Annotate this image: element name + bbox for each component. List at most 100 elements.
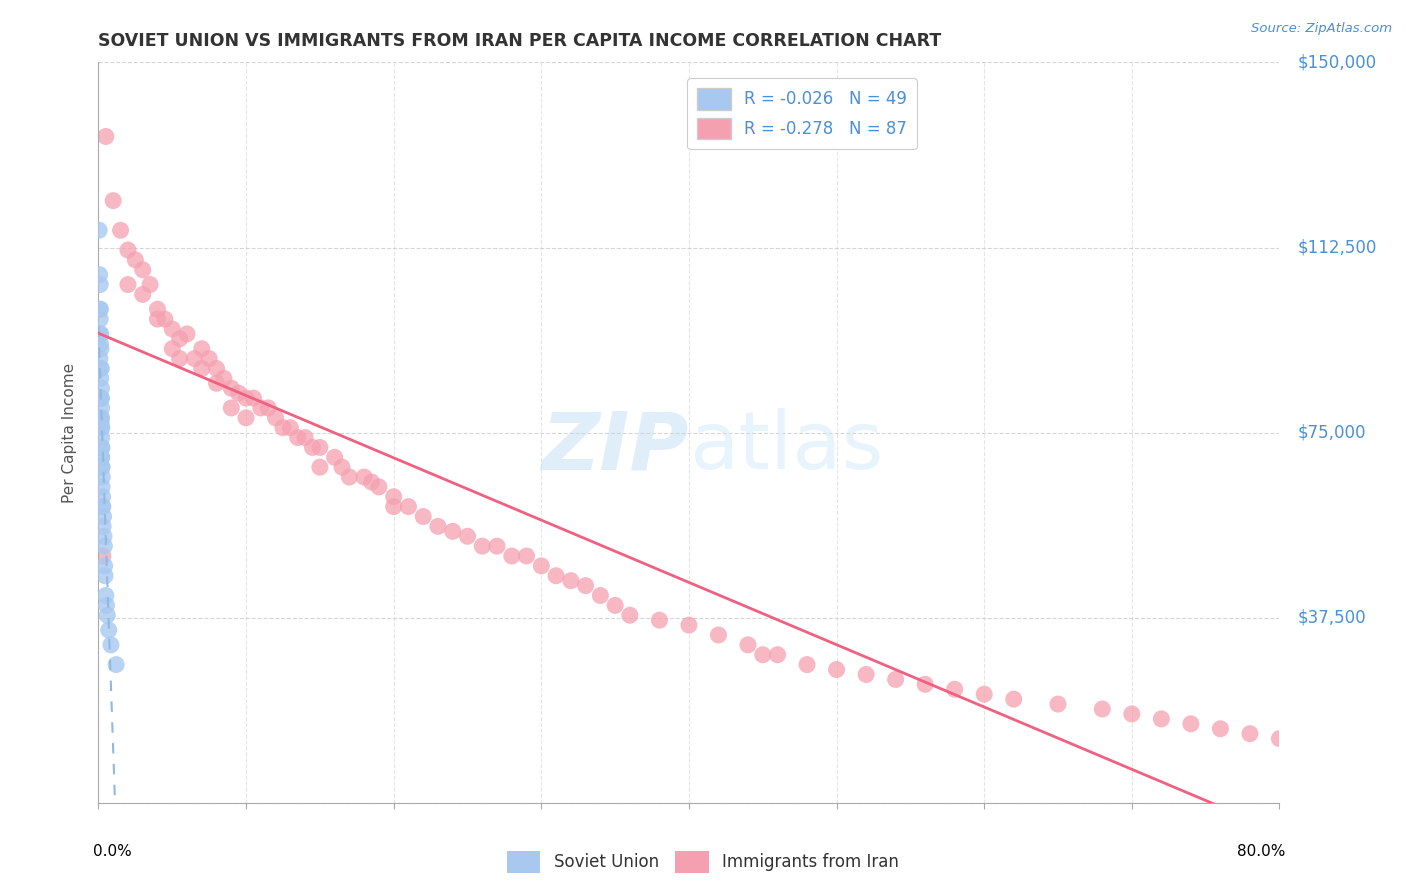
Y-axis label: Per Capita Income: Per Capita Income xyxy=(62,362,77,503)
Point xyxy=(198,351,221,366)
Point xyxy=(105,657,128,672)
Text: Source: ZipAtlas.com: Source: ZipAtlas.com xyxy=(1251,22,1392,36)
Point xyxy=(221,401,243,415)
Point xyxy=(678,618,700,632)
Point xyxy=(752,648,775,662)
Point xyxy=(309,441,332,455)
Point xyxy=(737,638,759,652)
Point xyxy=(90,420,112,434)
Point xyxy=(516,549,538,563)
Point xyxy=(1239,727,1261,741)
Point xyxy=(191,361,214,376)
Point xyxy=(91,519,114,533)
Point xyxy=(330,460,353,475)
Point xyxy=(884,673,907,687)
Point xyxy=(93,509,115,524)
Point xyxy=(90,391,112,405)
Point xyxy=(91,460,114,475)
Point xyxy=(91,500,114,514)
Point xyxy=(471,539,494,553)
Point xyxy=(360,475,382,489)
Point xyxy=(294,431,316,445)
Point xyxy=(89,326,111,341)
Point xyxy=(90,391,112,405)
Point xyxy=(91,470,114,484)
Point xyxy=(412,509,434,524)
Point xyxy=(90,450,112,465)
Point xyxy=(530,558,553,573)
Point xyxy=(382,490,405,504)
Point xyxy=(242,391,264,405)
Point xyxy=(501,549,523,563)
Text: atlas: atlas xyxy=(689,409,883,486)
Point xyxy=(124,252,146,267)
Point xyxy=(132,287,155,301)
Point xyxy=(309,460,332,475)
Point xyxy=(162,322,183,336)
Point xyxy=(398,500,420,514)
Point xyxy=(93,539,115,553)
Point xyxy=(90,391,112,405)
Point xyxy=(271,420,294,434)
Point xyxy=(153,312,176,326)
Point xyxy=(117,243,139,257)
Point xyxy=(235,410,257,425)
Point xyxy=(1180,716,1202,731)
Point xyxy=(560,574,582,588)
Point xyxy=(368,480,391,494)
Point xyxy=(205,376,228,391)
Point xyxy=(97,623,120,637)
Point xyxy=(91,549,114,563)
Point xyxy=(90,342,112,356)
Point xyxy=(1209,722,1232,736)
Text: $112,500: $112,500 xyxy=(1298,238,1376,257)
Point xyxy=(191,342,214,356)
Point xyxy=(90,361,112,376)
Point xyxy=(176,326,198,341)
Point xyxy=(90,450,112,465)
Point xyxy=(1268,731,1291,746)
Point xyxy=(139,277,162,292)
Point xyxy=(212,371,235,385)
Point xyxy=(1002,692,1025,706)
Point xyxy=(91,480,114,494)
Point xyxy=(93,529,115,543)
Point xyxy=(90,401,112,415)
Point xyxy=(90,391,112,405)
Point xyxy=(90,326,112,341)
Point xyxy=(457,529,479,543)
Text: $75,000: $75,000 xyxy=(1298,424,1365,442)
Point xyxy=(103,194,125,208)
Point xyxy=(169,351,191,366)
Point xyxy=(766,648,789,662)
Point xyxy=(287,431,309,445)
Point xyxy=(162,342,183,356)
Text: SOVIET UNION VS IMMIGRANTS FROM IRAN PER CAPITA INCOME CORRELATION CHART: SOVIET UNION VS IMMIGRANTS FROM IRAN PER… xyxy=(98,32,942,50)
Point xyxy=(90,371,112,385)
Point xyxy=(89,312,111,326)
Text: 0.0%: 0.0% xyxy=(93,844,131,858)
Point xyxy=(914,677,936,691)
Point xyxy=(169,332,191,346)
Point xyxy=(427,519,450,533)
Point xyxy=(486,539,509,553)
Point xyxy=(90,416,112,430)
Point xyxy=(117,277,139,292)
Point xyxy=(619,608,641,623)
Text: 80.0%: 80.0% xyxy=(1237,844,1285,858)
Point xyxy=(132,262,155,277)
Point xyxy=(100,638,122,652)
Point xyxy=(205,361,228,376)
Point xyxy=(235,391,257,405)
Point xyxy=(89,336,111,351)
Point xyxy=(264,410,287,425)
Point xyxy=(93,558,115,573)
Point xyxy=(89,223,111,237)
Point xyxy=(323,450,346,465)
Point xyxy=(301,441,323,455)
Point xyxy=(605,599,627,613)
Point xyxy=(96,599,118,613)
Point xyxy=(221,381,243,395)
Point xyxy=(707,628,730,642)
Point xyxy=(90,410,112,425)
